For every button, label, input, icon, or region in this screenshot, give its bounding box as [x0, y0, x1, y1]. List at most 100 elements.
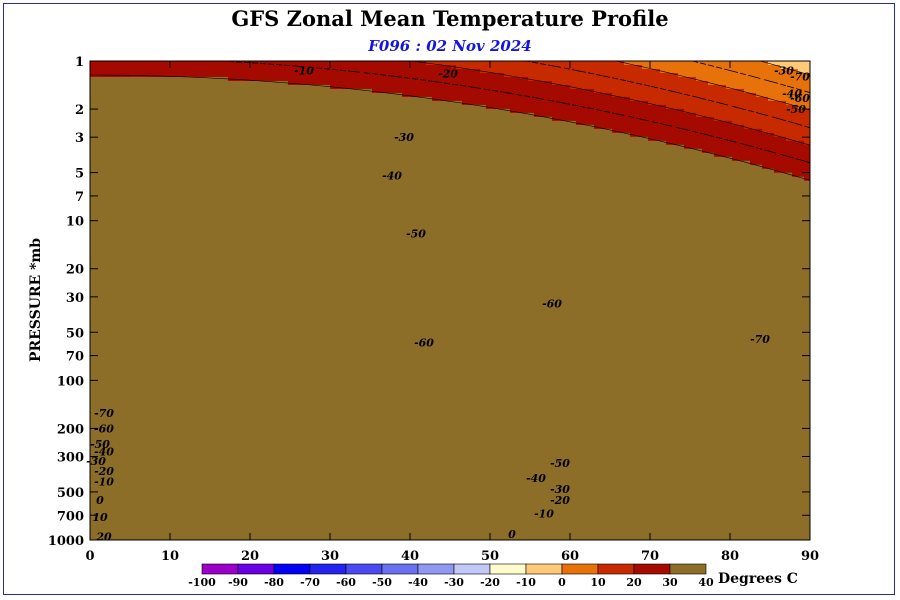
heatmap-cell	[528, 105, 535, 110]
heatmap-cell	[408, 117, 415, 122]
heatmap-cell	[636, 85, 643, 90]
heatmap-cell	[456, 89, 463, 94]
heatmap-cell	[282, 89, 289, 94]
heatmap-cell	[306, 93, 313, 98]
heatmap-cell	[564, 165, 571, 170]
heatmap-cell	[282, 73, 289, 78]
heatmap-cell	[594, 81, 601, 86]
heatmap-cell	[372, 65, 379, 70]
heatmap-cell	[168, 113, 175, 118]
heatmap-cell	[468, 109, 475, 114]
heatmap-cell	[252, 153, 259, 158]
heatmap-cell	[522, 77, 529, 82]
heatmap-cell	[174, 157, 181, 162]
heatmap-cell	[762, 145, 769, 150]
heatmap-cell	[720, 93, 727, 98]
heatmap-cell	[528, 101, 535, 106]
heatmap-cell	[102, 161, 109, 166]
heatmap-cell	[588, 117, 595, 122]
heatmap-cell	[570, 73, 577, 78]
heatmap-cell	[798, 149, 805, 154]
heatmap-cell	[180, 161, 187, 166]
heatmap-cell	[444, 109, 451, 114]
heatmap-cell	[504, 113, 511, 118]
heatmap-cell	[186, 65, 193, 70]
heatmap-cell	[576, 133, 583, 138]
heatmap-cell	[132, 157, 139, 162]
heatmap-cell	[564, 97, 571, 102]
heatmap-cell	[408, 77, 415, 82]
heatmap-cell	[234, 101, 241, 106]
heatmap-cell	[408, 169, 415, 174]
heatmap-cell	[516, 153, 523, 158]
heatmap-cell	[540, 145, 547, 150]
heatmap-cell	[738, 141, 745, 146]
heatmap-cell	[732, 81, 739, 86]
heatmap-cell	[324, 73, 331, 78]
heatmap-cell	[756, 73, 763, 78]
heatmap-cell	[168, 165, 175, 170]
heatmap-cell	[474, 161, 481, 166]
heatmap-cell	[522, 145, 529, 150]
heatmap-cell	[468, 77, 475, 82]
heatmap-cell	[672, 77, 679, 82]
heatmap-cell	[642, 93, 649, 98]
heatmap-cell	[240, 73, 247, 78]
heatmap-cell	[396, 161, 403, 166]
heatmap-cell	[102, 145, 109, 150]
heatmap-cell	[468, 117, 475, 122]
heatmap-cell	[288, 149, 295, 154]
heatmap-cell	[264, 113, 271, 118]
heatmap-cell	[96, 145, 103, 150]
heatmap-cell	[540, 133, 547, 138]
heatmap-cell	[540, 89, 547, 94]
heatmap-cell	[138, 61, 145, 66]
heatmap-cell	[774, 113, 781, 118]
heatmap-cell	[378, 125, 385, 130]
heatmap-cell	[384, 61, 391, 66]
heatmap-cell	[678, 81, 685, 86]
heatmap-cell	[510, 125, 517, 130]
heatmap-cell	[390, 149, 397, 154]
heatmap-cell	[354, 65, 361, 70]
heatmap-cell	[432, 85, 439, 90]
heatmap-cell	[570, 141, 577, 146]
heatmap-cell	[192, 113, 199, 118]
heatmap-cell	[420, 109, 427, 114]
heatmap-cell	[156, 161, 163, 166]
heatmap-cell	[276, 97, 283, 102]
heatmap-cell	[270, 125, 277, 130]
heatmap-cell	[780, 141, 787, 146]
heatmap-cell	[426, 109, 433, 114]
heatmap-cell	[126, 169, 133, 174]
heatmap-cell	[636, 121, 643, 126]
heatmap-cell	[360, 149, 367, 154]
heatmap-cell	[402, 89, 409, 94]
heatmap-cell	[366, 105, 373, 110]
heatmap-cell	[540, 129, 547, 134]
heatmap-cell	[738, 109, 745, 114]
heatmap-cell	[468, 73, 475, 78]
heatmap-cell	[102, 101, 109, 106]
heatmap-cell	[294, 101, 301, 106]
heatmap-cell	[534, 117, 541, 122]
heatmap-cell	[348, 61, 355, 66]
heatmap-cell	[168, 89, 175, 94]
heatmap-cell	[150, 157, 157, 162]
heatmap-cell	[480, 121, 487, 126]
heatmap-cell	[96, 129, 103, 134]
heatmap-cell	[666, 93, 673, 98]
heatmap-cell	[168, 85, 175, 90]
heatmap-cell	[252, 117, 259, 122]
heatmap-cell	[606, 113, 613, 118]
heatmap-cell	[498, 89, 505, 94]
heatmap-cell	[114, 169, 121, 174]
heatmap-cell	[240, 137, 247, 142]
heatmap-cell	[270, 105, 277, 110]
heatmap-cell	[294, 137, 301, 142]
heatmap-cell	[156, 105, 163, 110]
heatmap-cell	[396, 105, 403, 110]
heatmap-cell	[504, 69, 511, 74]
heatmap-cell	[114, 125, 121, 130]
heatmap-cell	[462, 121, 469, 126]
